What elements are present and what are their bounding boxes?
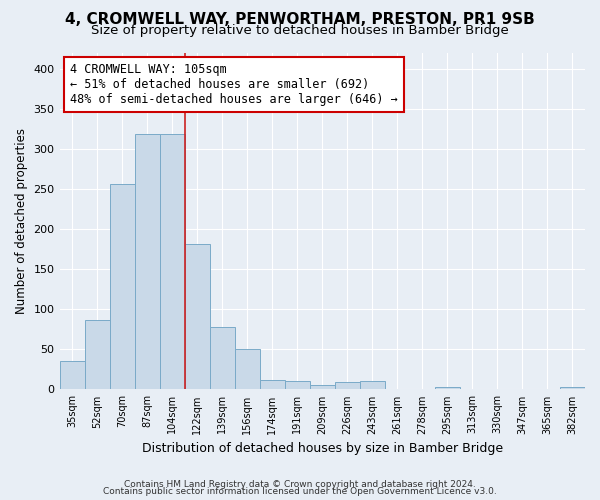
Bar [560,387,585,390]
Bar [285,382,310,390]
Bar [85,320,110,390]
Bar [160,134,185,390]
Y-axis label: Number of detached properties: Number of detached properties [15,128,28,314]
Bar [460,388,485,390]
Bar [59,362,85,390]
Text: Size of property relative to detached houses in Bamber Bridge: Size of property relative to detached ho… [91,24,509,37]
Bar [435,387,460,390]
Bar [235,348,260,390]
X-axis label: Distribution of detached houses by size in Bamber Bridge: Distribution of detached houses by size … [142,442,503,455]
Text: Contains public sector information licensed under the Open Government Licence v3: Contains public sector information licen… [103,488,497,496]
Bar [360,382,385,390]
Bar [209,327,235,390]
Bar [260,380,285,390]
Bar [185,244,209,390]
Bar [385,388,410,390]
Text: Contains HM Land Registry data © Crown copyright and database right 2024.: Contains HM Land Registry data © Crown c… [124,480,476,489]
Bar [110,184,134,390]
Bar [410,388,435,390]
Bar [310,386,335,390]
Text: 4, CROMWELL WAY, PENWORTHAM, PRESTON, PR1 9SB: 4, CROMWELL WAY, PENWORTHAM, PRESTON, PR… [65,12,535,28]
Bar [335,382,360,390]
Bar [134,134,160,390]
Text: 4 CROMWELL WAY: 105sqm
← 51% of detached houses are smaller (692)
48% of semi-de: 4 CROMWELL WAY: 105sqm ← 51% of detached… [70,62,398,106]
